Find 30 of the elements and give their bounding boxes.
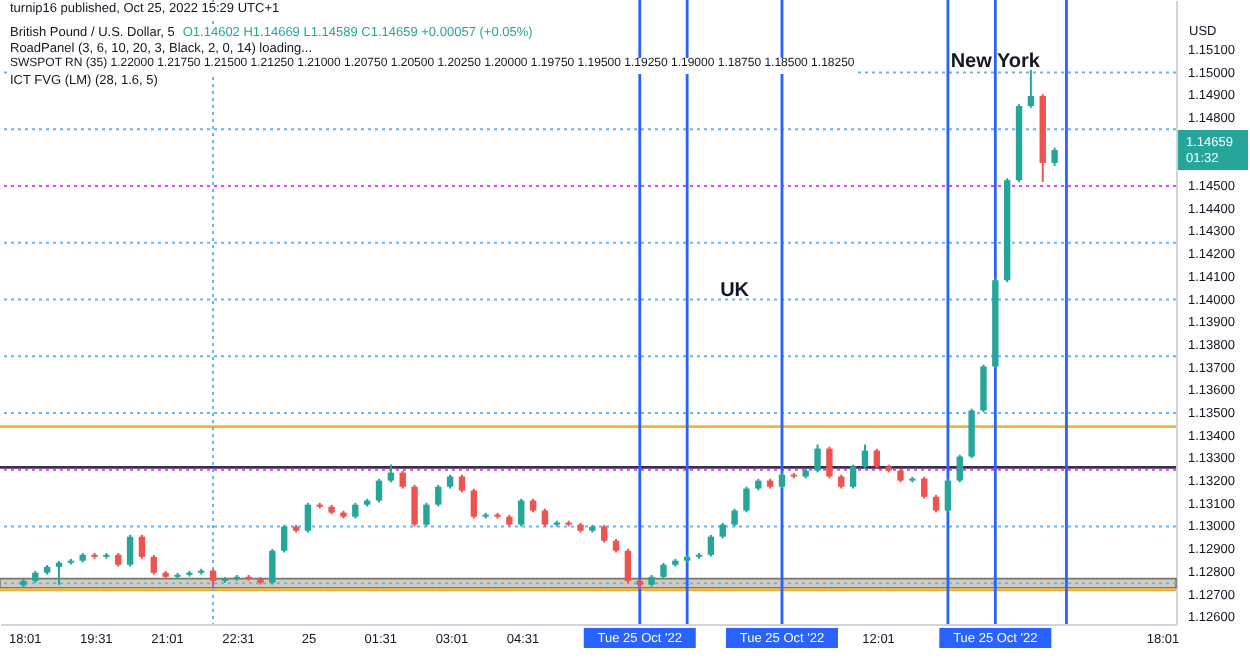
- candlestick: [624, 547, 632, 584]
- candlestick: [921, 475, 928, 500]
- candlestick: [411, 483, 418, 528]
- candlestick: [1051, 146, 1058, 167]
- candlestick: [826, 445, 833, 480]
- candlestick: [956, 453, 963, 484]
- candlestick: [126, 533, 134, 568]
- candlestick: [280, 523, 288, 554]
- candlestick: [269, 547, 276, 586]
- candlestick: [873, 447, 880, 470]
- candlestick: [435, 483, 442, 508]
- candlestick: [470, 487, 478, 520]
- candlestick: [980, 363, 987, 414]
- candlestick: [304, 501, 312, 534]
- candlestick: [55, 559, 63, 586]
- candlestick: [968, 407, 975, 460]
- candlestick: [150, 554, 158, 576]
- annotation: New York: [950, 51, 1041, 74]
- candlestick: [138, 533, 146, 560]
- candlestick: [518, 497, 525, 528]
- candlestick: [423, 501, 430, 528]
- candlestick: [814, 443, 821, 474]
- annotation: UK: [720, 280, 751, 303]
- candlestick: [707, 533, 715, 558]
- candlestick: [944, 477, 952, 514]
- candlestick: [375, 477, 383, 504]
- candlestick: [861, 443, 869, 470]
- candlestick: [849, 463, 857, 490]
- candlestick: [1027, 68, 1035, 109]
- candlestick: [743, 485, 750, 514]
